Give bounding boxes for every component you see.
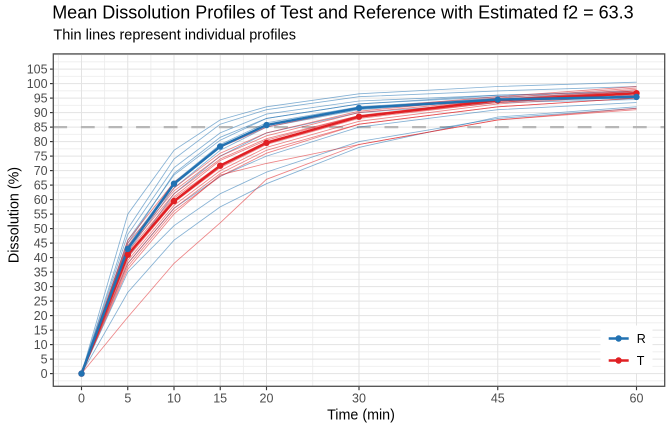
svg-text:85: 85	[34, 121, 48, 135]
svg-text:55: 55	[34, 208, 48, 222]
svg-text:15: 15	[213, 392, 227, 406]
svg-text:20: 20	[260, 392, 274, 406]
svg-text:40: 40	[34, 251, 48, 265]
svg-text:10: 10	[34, 338, 48, 352]
svg-text:70: 70	[34, 164, 48, 178]
svg-text:5: 5	[41, 353, 48, 367]
svg-text:10: 10	[167, 392, 181, 406]
svg-text:95: 95	[34, 92, 48, 106]
svg-text:Dissolution (%): Dissolution (%)	[7, 167, 23, 263]
svg-text:0: 0	[41, 367, 48, 381]
svg-text:30: 30	[34, 280, 48, 294]
svg-text:20: 20	[34, 309, 48, 323]
svg-text:Thin lines represent individua: Thin lines represent individual profiles	[53, 27, 296, 43]
svg-text:R: R	[637, 332, 646, 346]
svg-text:T: T	[637, 354, 645, 368]
svg-text:60: 60	[34, 193, 48, 207]
svg-text:45: 45	[491, 392, 505, 406]
svg-text:100: 100	[27, 77, 48, 91]
svg-text:30: 30	[352, 392, 366, 406]
svg-text:Time (min): Time (min)	[327, 408, 395, 424]
svg-text:0: 0	[78, 392, 85, 406]
svg-text:105: 105	[27, 63, 48, 77]
svg-text:65: 65	[34, 179, 48, 193]
svg-text:75: 75	[34, 150, 48, 164]
svg-text:25: 25	[34, 295, 48, 309]
svg-text:5: 5	[124, 392, 131, 406]
svg-text:45: 45	[34, 237, 48, 251]
svg-text:90: 90	[34, 106, 48, 120]
svg-text:50: 50	[34, 222, 48, 236]
svg-text:35: 35	[34, 266, 48, 280]
svg-text:80: 80	[34, 135, 48, 149]
svg-text:60: 60	[630, 392, 644, 406]
svg-text:Mean Dissolution Profiles of T: Mean Dissolution Profiles of Test and Re…	[52, 3, 633, 23]
svg-text:15: 15	[34, 324, 48, 338]
